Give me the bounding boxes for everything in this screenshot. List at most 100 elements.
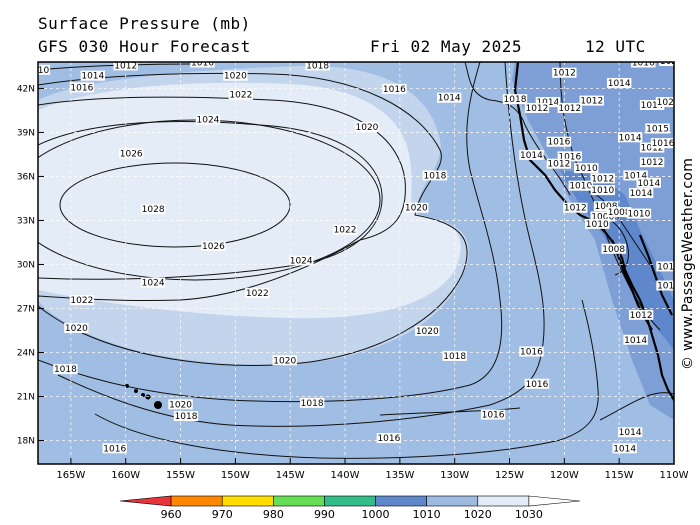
lat-label: 36N <box>17 172 35 182</box>
legend-label: 1020 <box>464 508 492 521</box>
isobar-1028 <box>59 162 291 248</box>
svg-text:1020: 1020 <box>405 204 428 214</box>
lon-label: 145W <box>276 470 305 481</box>
legend-swatch <box>375 495 427 507</box>
lon-label: 140W <box>331 470 360 481</box>
svg-text:1012: 1012 <box>630 311 653 321</box>
svg-text:1024: 1024 <box>142 279 165 289</box>
lon-label: 135W <box>385 470 414 481</box>
isobar-label: 1016 <box>190 62 215 68</box>
pressure-legend: 960 970 980 990 1000 1010 1020 1030 <box>119 495 581 521</box>
isobar-label: 1016 <box>631 58 656 68</box>
svg-text:1018: 1018 <box>175 412 198 422</box>
isobar-label: 1016 <box>480 409 506 421</box>
lon-label: 155W <box>166 470 195 481</box>
isobar-label: 1016 <box>650 138 674 149</box>
isobar-label: 1012 <box>639 157 665 168</box>
svg-text:1012: 1012 <box>553 69 576 79</box>
isobar-label: 102 <box>655 97 674 108</box>
isobar-label: 1015 <box>645 123 670 134</box>
svg-text:1014: 1014 <box>438 94 461 104</box>
band-1012 <box>512 62 674 420</box>
svg-text:1014: 1014 <box>619 133 642 143</box>
isobar-label: 1014 <box>617 427 643 438</box>
lon-label: 165W <box>56 470 85 481</box>
legend-label: 990 <box>314 508 335 521</box>
lon-label: 160W <box>111 470 140 481</box>
isobar-label: 1014 <box>623 170 648 181</box>
isobar-label: 1020 <box>272 355 297 366</box>
svg-text:1018: 1018 <box>443 352 466 362</box>
svg-text:1018: 1018 <box>301 399 324 409</box>
svg-text:1014: 1014 <box>619 428 642 438</box>
lon-label: 115W <box>605 470 634 481</box>
isobar-label: 1010 <box>590 185 615 196</box>
svg-text:1020: 1020 <box>356 123 379 133</box>
svg-text:1010: 1010 <box>591 186 614 196</box>
isobar-label: 1014 <box>639 100 665 111</box>
svg-text:1028: 1028 <box>142 205 165 215</box>
isobar-label: 1016 <box>102 443 127 454</box>
svg-text:1006: 1006 <box>591 213 614 223</box>
lat-label: 39N <box>17 128 35 138</box>
svg-text:1022: 1022 <box>229 91 252 101</box>
svg-text:1024: 1024 <box>197 116 220 126</box>
svg-text:1014: 1014 <box>613 444 636 454</box>
svg-text:1016: 1016 <box>558 152 581 162</box>
svg-text:1010: 1010 <box>627 210 650 220</box>
isobar-label: 1018 <box>53 364 78 375</box>
legend-swatch <box>221 495 274 507</box>
isobar-1018-a <box>38 62 503 403</box>
isobar-label: 1014 <box>569 50 593 61</box>
lat-label: 24N <box>17 348 35 358</box>
legend-label: 960 <box>161 508 182 521</box>
svg-text:1016: 1016 <box>520 347 543 357</box>
svg-text:1010: 1010 <box>586 220 609 230</box>
svg-text:1012: 1012 <box>580 97 603 107</box>
svg-text:1018: 1018 <box>306 61 329 71</box>
svg-text:1018: 1018 <box>423 171 446 181</box>
svg-text:1014: 1014 <box>569 51 592 61</box>
forecast-date: Fri 02 May 2025 <box>370 37 522 56</box>
isobar-label: 1020 <box>168 399 193 410</box>
svg-text:1014: 1014 <box>520 151 543 161</box>
lon-label: 110W <box>660 470 689 481</box>
isobar-label: 1008 <box>601 243 626 255</box>
svg-text:1012: 1012 <box>641 144 664 154</box>
legend-swatch <box>273 495 325 507</box>
isobar-label: 1012 <box>563 202 588 214</box>
svg-text:1026: 1026 <box>202 242 225 252</box>
isobar-label: 1018 <box>442 350 467 362</box>
svg-text:102: 102 <box>660 57 677 67</box>
svg-text:1014: 1014 <box>624 336 647 346</box>
isobar-label: 1010 <box>626 208 652 220</box>
isobar-label: 1006 <box>590 211 615 223</box>
isobar-label: 1028 <box>140 204 166 215</box>
lat-label: 21N <box>17 393 35 403</box>
svg-text:1014: 1014 <box>624 171 647 181</box>
svg-text:1020: 1020 <box>169 400 192 410</box>
svg-text:1016: 1016 <box>632 58 655 68</box>
isobar-label: 1020 <box>354 122 380 133</box>
isobar-label: 1024 <box>140 277 166 289</box>
svg-text:1012: 1012 <box>657 281 680 291</box>
isobar-label: 1024 <box>288 255 314 267</box>
isobar-1020 <box>38 72 468 366</box>
svg-text:1020: 1020 <box>273 356 296 366</box>
isobar-label: 1020 <box>404 202 429 214</box>
isobar-label: 1016 <box>546 136 572 148</box>
isobar-label: 1018 <box>173 411 199 422</box>
legend-swatch <box>426 495 479 507</box>
isobar-label: 1012 <box>552 67 577 79</box>
isobar-label: 1016 <box>519 346 544 357</box>
isobar-label: 1014 <box>612 443 637 454</box>
hawaii-islands <box>125 384 162 409</box>
isobar-label: 1012 <box>590 173 615 184</box>
lat-label: 42N <box>17 84 35 94</box>
svg-text:1008: 1008 <box>608 208 631 218</box>
legend-swatch <box>119 495 172 507</box>
band-1024 <box>38 82 461 319</box>
isobar-label: 1018 <box>299 397 325 409</box>
svg-text:1016: 1016 <box>383 85 406 95</box>
